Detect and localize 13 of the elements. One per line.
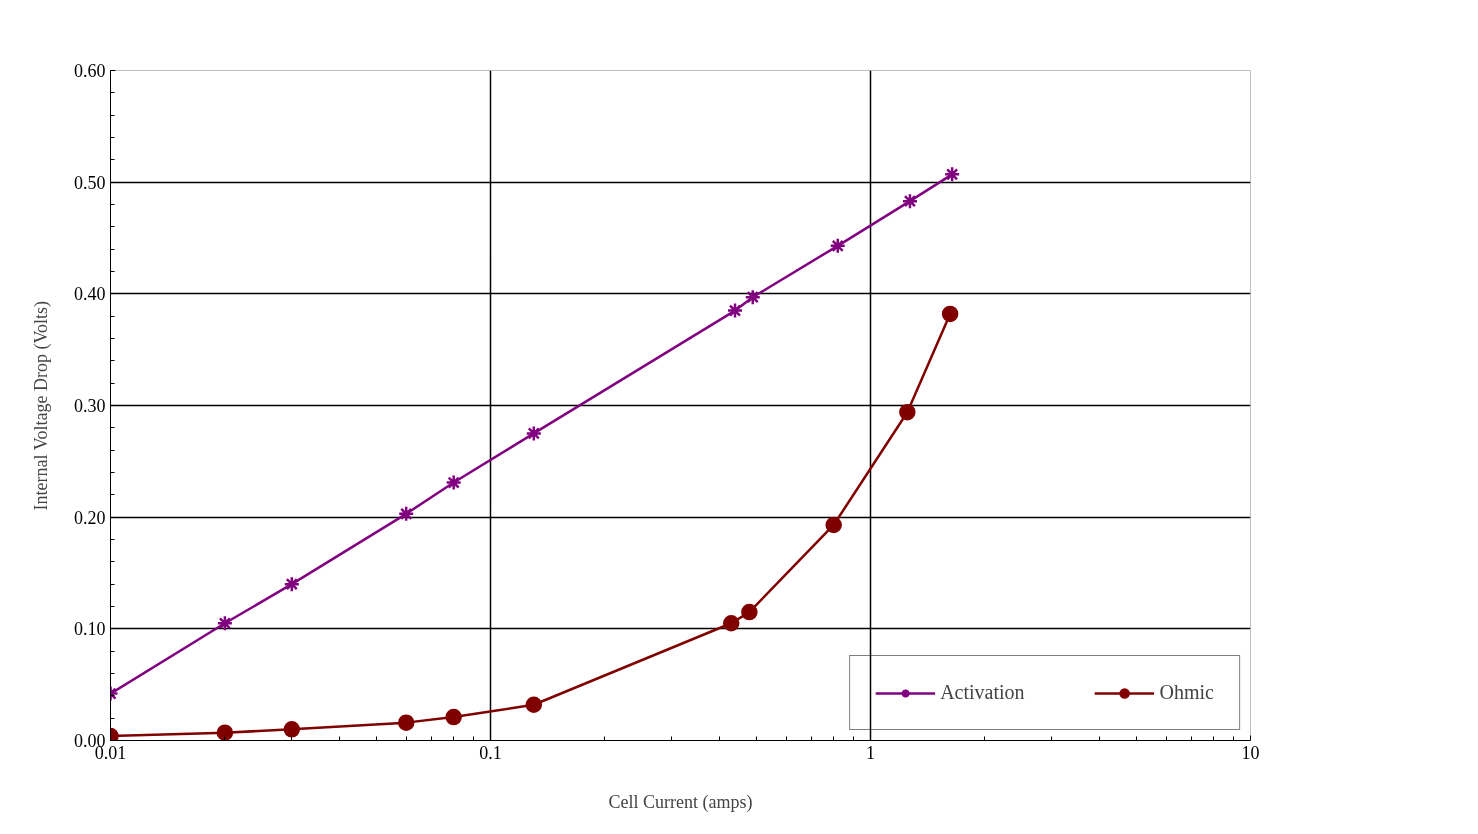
y-tick-label: 0.20 (74, 507, 106, 528)
x-axis-title: Cell Current (amps) (608, 791, 753, 813)
y-tick-label: 0.50 (74, 172, 106, 193)
legend-label: Activation (940, 681, 1025, 704)
x-tick-label: 0.1 (479, 742, 502, 763)
x-tick-label: 10 (1241, 742, 1260, 763)
y-tick-label: 0.60 (74, 61, 106, 81)
y-tick-label: 0.30 (74, 396, 106, 416)
legend-label: Ohmic (1159, 681, 1214, 704)
y-axis-title: Internal Voltage Drop (Volts) (31, 300, 52, 511)
y-tick-label: 0.10 (74, 619, 106, 640)
y-tick-label: 0.40 (74, 284, 106, 305)
x-tick-label: 1 (866, 742, 875, 763)
